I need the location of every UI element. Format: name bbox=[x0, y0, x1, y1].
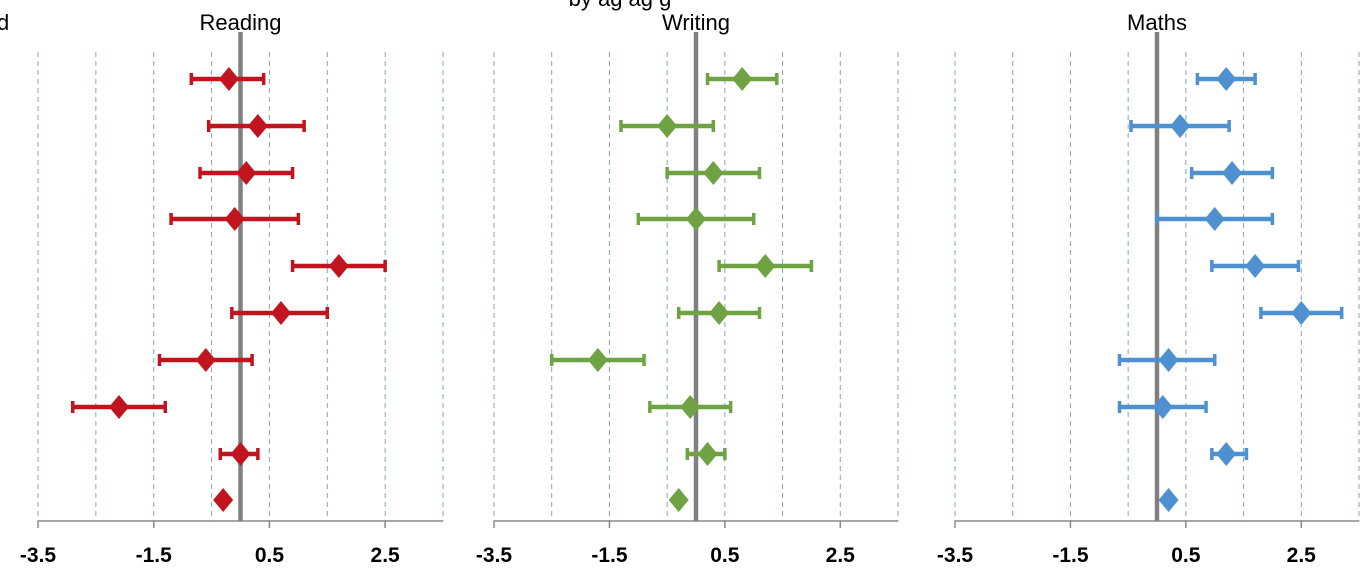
x-tick-label: 2.5 bbox=[1287, 544, 1317, 567]
point-estimate-marker bbox=[1152, 395, 1173, 419]
point-estimate-marker bbox=[732, 67, 753, 91]
x-tick-label: 0.5 bbox=[710, 544, 740, 567]
point-estimate-marker bbox=[1170, 114, 1191, 138]
point-estimate-marker bbox=[657, 114, 678, 138]
x-tick-label: -3.5 bbox=[20, 544, 57, 567]
x-tick-label: -3.5 bbox=[476, 544, 513, 567]
point-estimate-marker bbox=[328, 254, 349, 278]
x-tick-label: -1.5 bbox=[591, 544, 628, 567]
panel-reading: Reading -3.5 -1.5 0.5 2.5 bbox=[20, 10, 444, 567]
panel-maths: Maths -3.5 -1.5 0.5 2.5 bbox=[937, 10, 1360, 567]
point-estimate-marker bbox=[703, 161, 724, 185]
point-estimate-marker bbox=[213, 488, 234, 512]
point-estimate-marker bbox=[1216, 442, 1237, 466]
x-tick-label: 0.5 bbox=[1171, 544, 1201, 567]
point-estimate-marker bbox=[230, 442, 251, 466]
point-estimate-marker bbox=[271, 301, 291, 325]
point-estimate-marker bbox=[697, 442, 718, 466]
point-estimate-marker bbox=[680, 395, 701, 419]
point-estimate-marker bbox=[195, 348, 216, 372]
panel-title: Writing bbox=[662, 10, 730, 35]
point-estimate-marker bbox=[755, 254, 776, 278]
x-tick-label: -3.5 bbox=[937, 544, 974, 567]
point-estimate-marker bbox=[686, 207, 706, 231]
figure-title-fragment: by ag ag g bbox=[569, 0, 672, 11]
point-estimate-marker bbox=[709, 301, 730, 325]
x-tick-label: 2.5 bbox=[371, 544, 401, 567]
x-tick-label: -1.5 bbox=[136, 544, 173, 567]
panel-writing: Writing -3.5 -1.5 0.5 2.5 bbox=[476, 10, 899, 567]
x-tick-label: 2.5 bbox=[826, 544, 856, 567]
point-estimate-marker bbox=[1158, 348, 1179, 372]
left-edge-fragment: d bbox=[0, 10, 9, 35]
panel-title: Reading bbox=[200, 10, 282, 35]
x-tick-label: -1.5 bbox=[1052, 544, 1089, 567]
point-estimate-marker bbox=[1245, 254, 1266, 278]
point-estimate-marker bbox=[224, 207, 245, 231]
point-estimate-marker bbox=[109, 395, 129, 419]
panel-title: Maths bbox=[1127, 10, 1187, 35]
point-estimate-marker bbox=[1158, 488, 1179, 512]
point-estimate-marker bbox=[587, 348, 608, 372]
x-tick-label: 0.5 bbox=[255, 544, 285, 567]
point-estimate-marker bbox=[218, 67, 239, 91]
point-estimate-marker bbox=[236, 161, 257, 185]
panels-group: Reading -3.5 -1.5 0.5 2.5 Writing -3.5 -1.5 0.5 2… bbox=[20, 10, 1360, 567]
point-estimate-marker bbox=[247, 114, 268, 138]
point-estimate-marker bbox=[1216, 67, 1237, 91]
point-estimate-marker bbox=[1222, 161, 1243, 185]
point-estimate-marker bbox=[1291, 301, 1312, 325]
point-estimate-marker bbox=[668, 488, 689, 512]
point-estimate-marker bbox=[1204, 207, 1225, 231]
